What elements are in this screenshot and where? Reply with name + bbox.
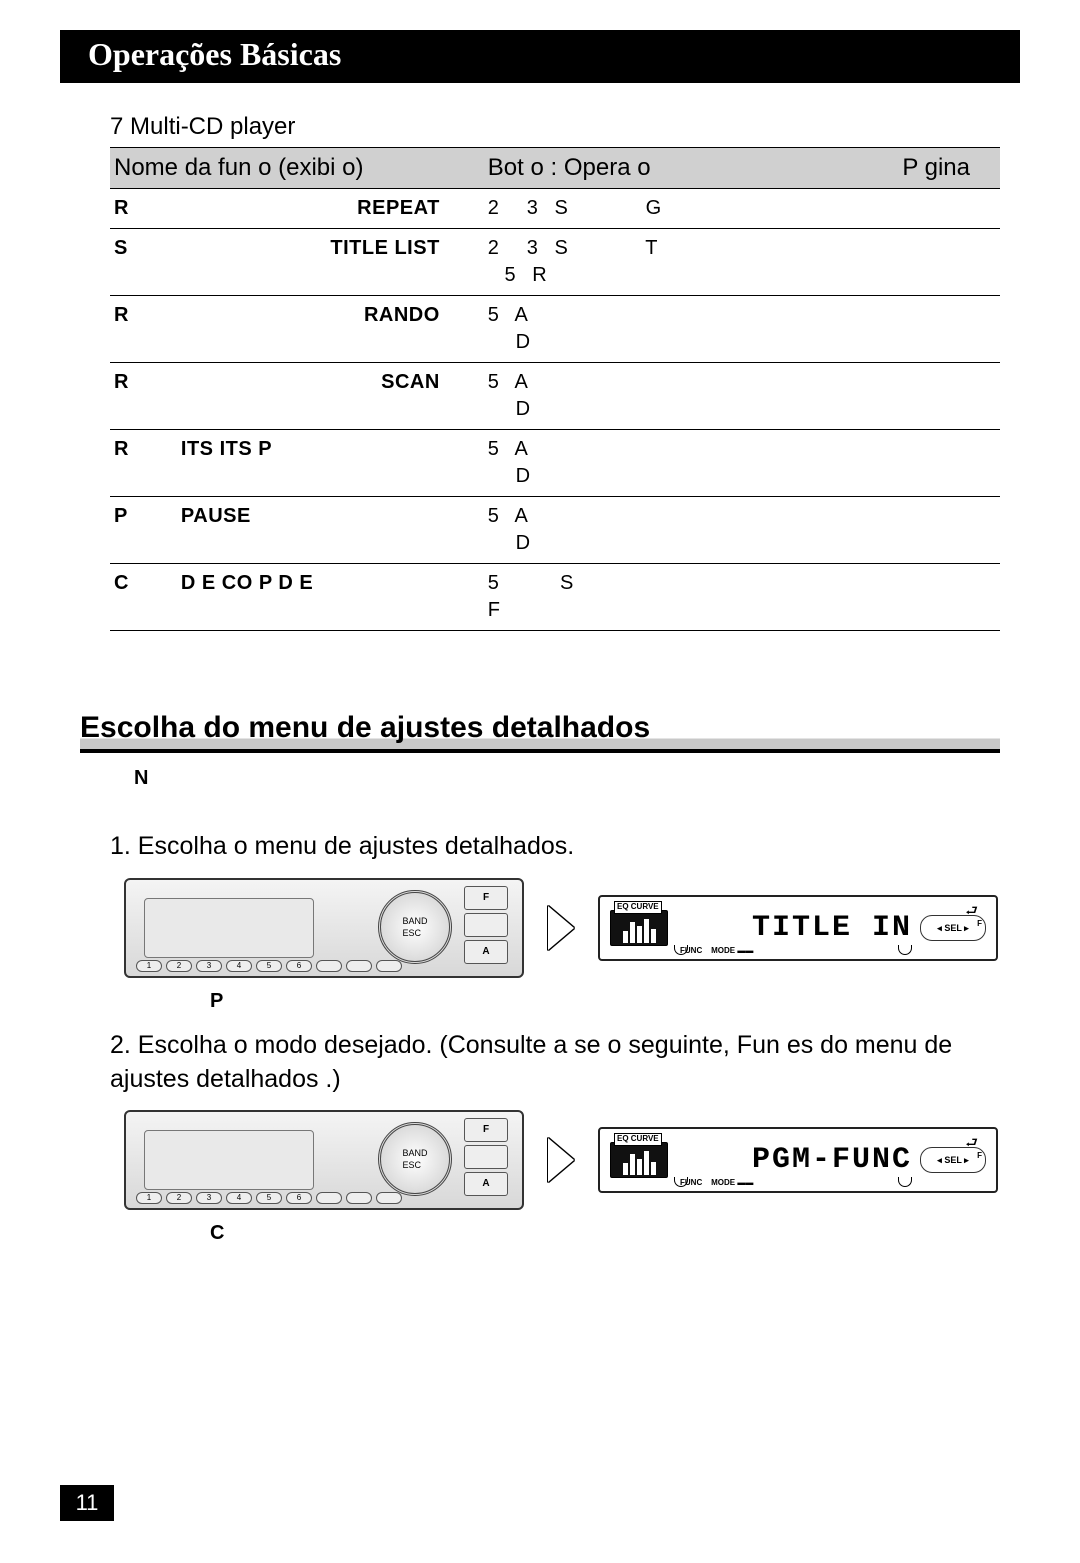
table-row: R ITS ITS P5 A D — [110, 430, 1000, 497]
diagram-row: BANDESCFA123456 EQ CURVETITLE INFUNC MODE… — [124, 878, 1000, 978]
diagram-caption: P — [210, 988, 1000, 1015]
note-label: N — [134, 767, 1000, 790]
arrow-icon — [548, 1138, 574, 1182]
table-row: R SCAN5 A D — [110, 363, 1000, 430]
function-table: Nome da fun o (exibi o) Bot o : Opera o … — [110, 147, 1000, 631]
diagram-row: BANDESCFA123456 EQ CURVEPGM-FUNCFUNC MODE… — [124, 1110, 1000, 1210]
table-title: 7 Multi-CD player — [110, 113, 1000, 141]
page-number: 11 — [60, 1485, 114, 1521]
lcd-display: EQ CURVETITLE INFUNC MODE ▬▬◂ SEL ▸⮐F — [598, 895, 998, 961]
col-op: Bot o : Opera o — [484, 148, 867, 189]
table-row: C D E CO P D E5 S F — [110, 564, 1000, 631]
lcd-display: EQ CURVEPGM-FUNCFUNC MODE ▬▬◂ SEL ▸⮐F — [598, 1127, 998, 1193]
arrow-icon — [548, 906, 574, 950]
steps-list: 1. Escolha o menu de ajustes detalhados.… — [110, 830, 1000, 1247]
section-heading: Escolha do menu de ajustes detalhados — [80, 711, 1000, 753]
header-bar: Operações Básicas — [60, 30, 1020, 83]
col-name: Nome da fun o (exibi o) — [110, 148, 484, 189]
table-row: S TITLE LIST2 3 S T 5 R — [110, 229, 1000, 296]
device-illustration: BANDESCFA123456 — [124, 878, 524, 978]
device-illustration: BANDESCFA123456 — [124, 1110, 524, 1210]
step-item: 2. Escolha o modo desejado. (Consulte a … — [110, 1029, 1000, 1248]
step-item: 1. Escolha o menu de ajustes detalhados.… — [110, 830, 1000, 1015]
table-row: R RANDO5 A D — [110, 296, 1000, 363]
col-page: P gina — [866, 148, 1000, 189]
table-row: P PAUSE5 A D — [110, 497, 1000, 564]
diagram-caption: C — [210, 1220, 1000, 1247]
table-row: R REPEAT2 3 S G — [110, 189, 1000, 229]
page-title: Operações Básicas — [88, 36, 1000, 73]
